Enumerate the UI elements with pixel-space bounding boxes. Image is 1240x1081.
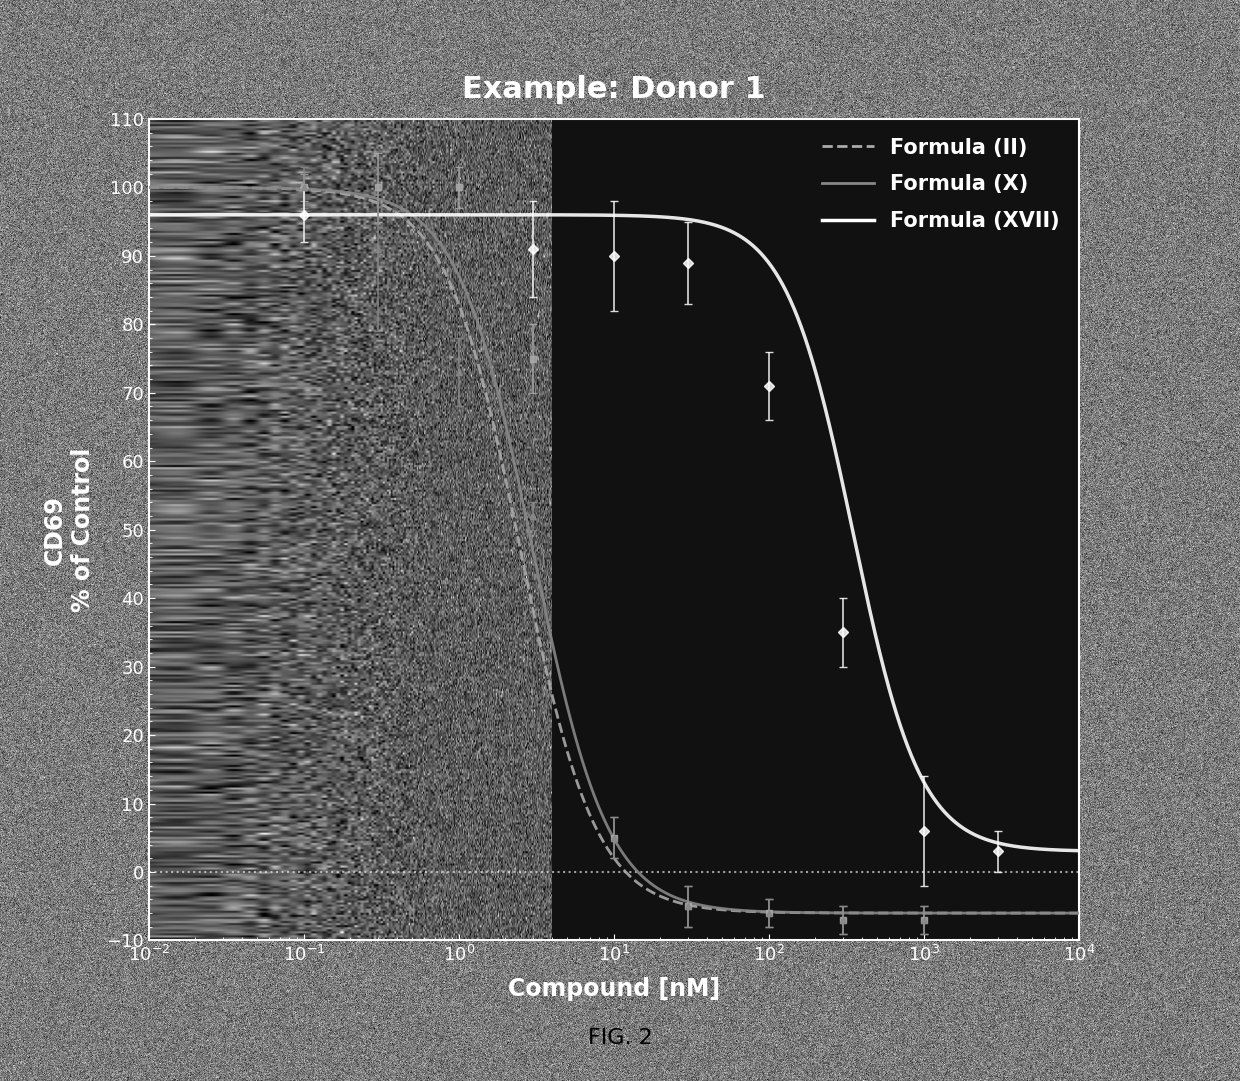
- Text: FIG. 2: FIG. 2: [588, 1028, 652, 1047]
- Y-axis label: CD69
% of Control: CD69 % of Control: [43, 448, 95, 612]
- Legend: Formula (II), Formula (X), Formula (XVII): Formula (II), Formula (X), Formula (XVII…: [813, 130, 1069, 239]
- X-axis label: Compound [nM]: Compound [nM]: [507, 976, 720, 1001]
- Title: Example: Donor 1: Example: Donor 1: [463, 75, 765, 104]
